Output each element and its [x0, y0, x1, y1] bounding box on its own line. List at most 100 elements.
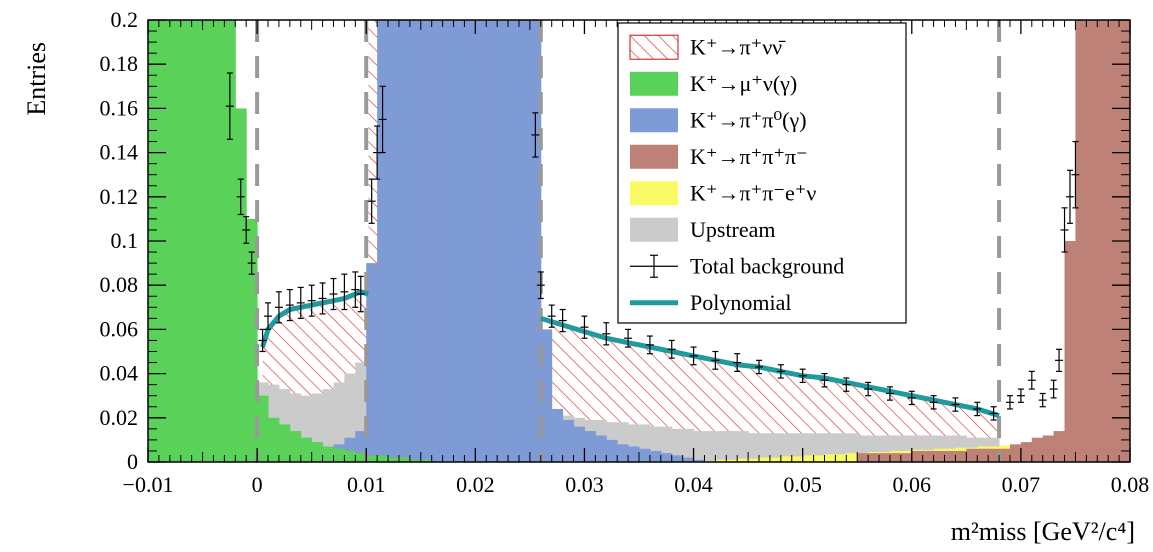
bin-upstream-18: [671, 428, 695, 462]
bin-k-17: [333, 448, 345, 462]
bin-k-2: [169, 20, 182, 462]
bin-k-9: [246, 218, 258, 462]
y-tick-label-5: 0.1: [111, 228, 139, 253]
y-tick-label-6: 0.12: [100, 184, 139, 209]
y-tick-label-9: 0.18: [100, 51, 139, 76]
total-bkg-point-13: [351, 271, 360, 308]
bin-k-8: [366, 263, 378, 462]
legend-label-4: K⁺→π⁺π⁻e⁺ν: [690, 180, 816, 205]
bin-k-19: [486, 20, 498, 462]
bin-k-28: [584, 431, 596, 462]
bin-k-7: [1053, 431, 1066, 462]
bin-k-38: [693, 459, 705, 462]
total-bkg-point-22: [580, 315, 589, 339]
y-tick-label-10: 0.2: [111, 7, 139, 32]
legend-swatch-2: [630, 108, 678, 133]
bin-k-17: [464, 20, 476, 462]
bin-k-15: [311, 442, 324, 462]
total-bkg-point-33: [820, 373, 829, 388]
total-bkg-point-11: [329, 277, 338, 311]
bin-k-6: [1042, 435, 1055, 462]
bin-k-12: [278, 424, 291, 462]
total-bkg-point-37: [907, 390, 916, 406]
x-tick-label-8: 0.07: [1002, 472, 1041, 497]
total-bkg-point-45: [1038, 392, 1047, 408]
total-bkg-point-3: [247, 251, 256, 275]
legend-label-5: Upstream: [690, 217, 776, 242]
bin-k-7: [224, 20, 236, 462]
bin-upstream-5: [311, 393, 324, 462]
legend-label-0: K⁺→π⁺νν̄: [690, 34, 786, 59]
bin-upstream-3: [289, 393, 302, 462]
x-tick-label-3: 0.02: [456, 472, 495, 497]
bin-k-31: [617, 444, 629, 462]
legend-entry-2: K⁺→π⁺π⁰(γ): [630, 107, 807, 133]
signal-hatch-1: [540, 318, 1000, 462]
total-bkg-point-32: [798, 368, 807, 384]
y-tick-label-4: 0.08: [100, 272, 139, 297]
total-bkg-point-19: [536, 271, 545, 300]
histograms: [148, 20, 1130, 462]
bin-k-4: [1020, 442, 1033, 462]
bin-k-11: [398, 20, 411, 462]
bin-k-9: [1075, 20, 1087, 462]
total-bkg-point-31: [776, 364, 785, 379]
bin-k-8: [1064, 241, 1076, 462]
total-bkg-point-41: [989, 406, 998, 421]
bin-k-15: [442, 20, 455, 462]
bin-k-23: [398, 457, 411, 462]
legend-entry-1: K⁺→μ⁺ν(γ): [630, 71, 797, 96]
legend-entry-5: Upstream: [630, 217, 776, 242]
legend-label-2: K⁺→π⁺π⁰(γ): [690, 107, 807, 132]
total-bkg-point-46: [1049, 379, 1058, 399]
signal-hatch-edge-0: [368, 20, 380, 462]
total-bkg-point-38: [929, 395, 938, 410]
x-tick-label-7: 0.06: [893, 472, 932, 497]
total-bkg-point-26: [667, 339, 676, 359]
bin-upstream-7: [333, 382, 345, 462]
bin-k-11: [268, 417, 280, 462]
x-tick-label-5: 0.04: [674, 472, 713, 497]
legend-label-7: Polynomial: [690, 290, 791, 315]
y-tick-label-1: 0.02: [100, 405, 139, 430]
total-bkg-point-21: [558, 308, 567, 333]
bin-k-9: [377, 20, 389, 462]
total-bkg-point-27: [689, 346, 698, 366]
legend-swatch-3: [630, 144, 678, 169]
legend-entry-3: K⁺→π⁺π⁺π⁻: [630, 144, 808, 169]
x-tick-label-4: 0.03: [565, 472, 604, 497]
bin-k-36: [671, 455, 684, 462]
polynomial-curve-1: [540, 315, 1000, 418]
bin-k-6: [213, 20, 225, 462]
bin-k-26: [562, 420, 575, 462]
bin-k-21: [508, 20, 520, 462]
total-bkg-point-30: [755, 359, 764, 375]
bin-upstream-6: [322, 389, 334, 462]
legend-entry-4: K⁺→π⁺π⁻e⁺ν: [630, 180, 816, 206]
bin-k-19: [355, 453, 367, 462]
total-bkg-point-35: [864, 381, 873, 397]
region-boundaries: [255, 20, 1002, 462]
polynomial-curves: [260, 289, 1000, 418]
total-bkg-point-42: [1005, 395, 1014, 410]
bin-k-3: [1009, 444, 1022, 462]
total-bkg-point-17: [378, 85, 387, 154]
x-tick-label-6: 0.05: [783, 472, 822, 497]
total-bkg-point-20: [547, 304, 556, 328]
bin-k-20: [497, 20, 509, 462]
total-bkg-point-1: [236, 178, 245, 216]
bin-k-35: [660, 453, 673, 462]
total-background-points: [225, 72, 1080, 421]
total-bkg-point-34: [842, 377, 851, 392]
bin-k-10: [257, 395, 269, 462]
total-bkg-point-18: [531, 112, 540, 158]
y-tick-label-2: 0.04: [100, 361, 139, 386]
total-bkg-point-39: [951, 397, 960, 412]
total-bkg-point-10: [318, 282, 327, 315]
total-bkg-point-47: [1055, 348, 1064, 372]
total-bkg-point-5: [264, 302, 273, 330]
total-bkg-point-28: [711, 350, 720, 370]
y-tick-label-0: 0: [127, 449, 138, 474]
bin-k-10: [1086, 20, 1098, 462]
